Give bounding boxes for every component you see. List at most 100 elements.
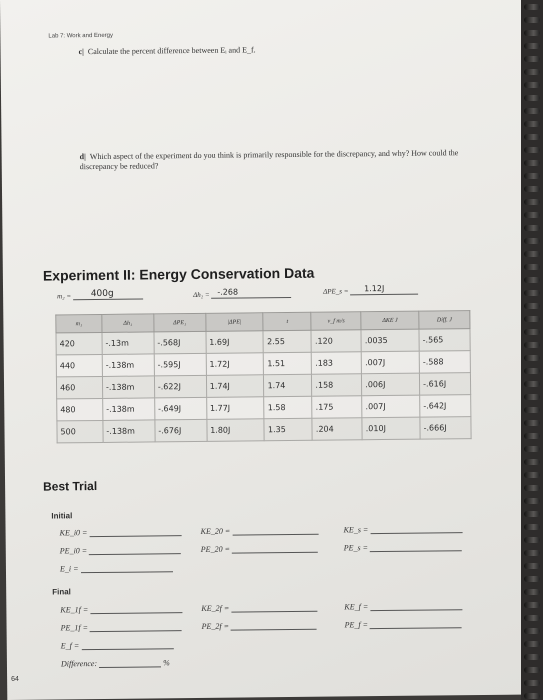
- table-cell: -.138m: [102, 419, 155, 443]
- spiral-coil: [524, 173, 540, 179]
- m2-label: m₂ =: [57, 292, 72, 301]
- spiral-coil: [524, 290, 540, 296]
- initial-field: KE_20 =: [201, 523, 319, 536]
- initial-label: Initial: [51, 511, 73, 521]
- spiral-coil: [524, 342, 540, 348]
- column-header: ΔKE J: [361, 311, 420, 330]
- spiral-coil: [524, 251, 540, 257]
- table-cell: .007J: [361, 395, 420, 418]
- question-d: d| Which aspect of the experiment do you …: [80, 148, 460, 172]
- spiral-coil: [524, 160, 540, 166]
- final-field: PE_1f =: [61, 620, 183, 632]
- initial-field: KE_s =: [344, 522, 463, 534]
- m2-field: m₂ = 400g: [57, 288, 143, 301]
- final-field: KE_1f =: [60, 602, 183, 614]
- page-number: 64: [11, 675, 19, 683]
- table-cell: .120: [311, 329, 362, 353]
- table-cell: 1.80J: [206, 418, 265, 442]
- final-label: Final: [52, 587, 71, 597]
- table-cell: -.588: [419, 350, 471, 374]
- final-field: KE_f =: [344, 599, 463, 611]
- spiral-coil: [524, 576, 540, 582]
- spiral-coil: [524, 381, 540, 387]
- worksheet-page: Lab 7: Work and Energy c| Calculate the p…: [0, 0, 530, 700]
- difference-field: Difference:%: [60, 656, 170, 669]
- table-cell: 1.74J: [206, 374, 265, 398]
- table-cell: 1.58: [264, 396, 313, 419]
- table-cell: 1.77J: [206, 396, 265, 420]
- table-cell: -.13m: [101, 331, 154, 355]
- spiral-coil: [524, 420, 540, 426]
- spiral-coil: [524, 394, 540, 400]
- table-cell: .204: [312, 417, 363, 441]
- m2-value: 400g: [90, 288, 114, 300]
- spiral-coil: [524, 212, 540, 218]
- spiral-coil: [524, 82, 540, 88]
- spiral-coil: [524, 238, 540, 244]
- spiral-coil: [524, 264, 540, 270]
- column-header: Δh₁: [101, 313, 154, 333]
- spiral-coil: [524, 355, 540, 361]
- spiral-coil: [524, 69, 540, 75]
- spiral-coil: [524, 407, 540, 413]
- spiral-coil: [524, 563, 540, 569]
- spiral-coil: [524, 186, 540, 192]
- spiral-coil: [524, 459, 540, 465]
- column-header: t: [263, 312, 312, 331]
- question-c-text: Calculate the percent difference between…: [87, 45, 256, 57]
- spiral-coil: [524, 17, 540, 23]
- table-cell: -.138m: [102, 375, 155, 399]
- spiral-coil: [524, 433, 540, 439]
- spiral-coil: [524, 628, 540, 634]
- spiral-coil: [524, 511, 540, 517]
- spiral-coil: [524, 446, 540, 452]
- dh-field: Δh₂ = -.268: [193, 286, 292, 299]
- spiral-binding: [521, 0, 543, 700]
- initial-field: E_i =: [60, 561, 173, 573]
- dh-value: -.268: [217, 287, 239, 297]
- table-cell: 440: [56, 354, 103, 377]
- dpe-label: ΔPE_s =: [323, 287, 349, 296]
- spiral-coil: [524, 368, 540, 374]
- spiral-coil: [524, 225, 540, 231]
- initial-field: PE_i0 =: [60, 543, 182, 555]
- table-cell: -.568J: [153, 331, 206, 354]
- table-cell: -.616J: [419, 372, 471, 396]
- table-cell: .010J: [362, 417, 421, 440]
- spiral-coil: [524, 680, 540, 686]
- spiral-coil: [524, 4, 540, 10]
- final-field: KE_2f =: [201, 600, 318, 613]
- table-cell: -.676J: [154, 419, 207, 442]
- column-header: v_f m/s: [311, 311, 362, 331]
- column-header: m₁: [55, 314, 102, 333]
- spiral-coil: [524, 537, 540, 543]
- table-cell: .0035: [361, 329, 420, 352]
- spiral-coil: [524, 108, 540, 114]
- column-header: Diff. J: [418, 310, 470, 330]
- table-row: 500 -.138m -.676J 1.80J 1.35 .204 .010J …: [56, 416, 472, 443]
- lab-header: Lab 7: Work and Energy: [48, 32, 114, 40]
- spiral-coil: [524, 316, 540, 322]
- table-cell: .175: [312, 395, 363, 419]
- spiral-coil: [524, 654, 540, 660]
- final-field: E_f =: [61, 638, 174, 650]
- table-cell: 420: [55, 332, 103, 355]
- initial-field: PE_s =: [344, 540, 463, 552]
- best-trial-title: Best Trial: [43, 479, 98, 494]
- spiral-coil: [524, 329, 540, 335]
- table-cell: 460: [56, 376, 103, 399]
- spiral-coil: [524, 693, 540, 699]
- table-cell: .007J: [361, 351, 420, 374]
- spiral-coil: [524, 615, 540, 621]
- spiral-coil: [524, 303, 540, 309]
- energy-data-table: m₁ Δh₁ ΔPE₁ |ΔPE| t v_f m/s ΔKE J Diff. …: [55, 310, 472, 443]
- spiral-coil: [524, 56, 540, 62]
- spiral-coil: [524, 95, 540, 101]
- spiral-coil: [524, 134, 540, 140]
- spiral-coil: [524, 485, 540, 491]
- spiral-coil: [524, 550, 540, 556]
- spiral-coil: [524, 602, 540, 608]
- spiral-coil: [524, 147, 540, 153]
- table-cell: .183: [311, 351, 362, 375]
- table-cell: 1.74: [263, 374, 313, 397]
